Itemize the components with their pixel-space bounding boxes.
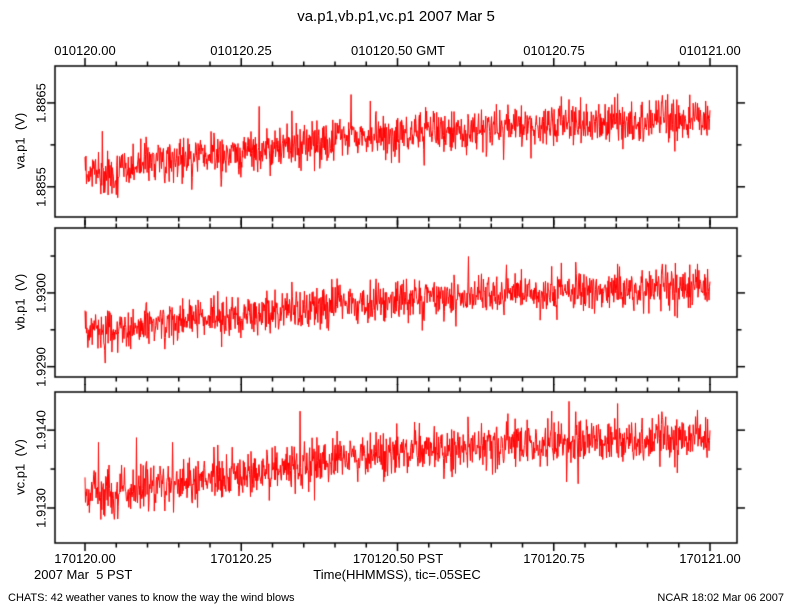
x-axis-title: Time(HHMMSS), tic=.05SEC bbox=[313, 567, 481, 582]
y-tick-label: 1.8855 bbox=[33, 167, 49, 207]
bottom-axis-tick-label: 170120.50 PST bbox=[352, 551, 444, 566]
y-tick-label: 1.9300 bbox=[33, 273, 49, 313]
top-axis-tick-label: 010120.25 bbox=[210, 43, 272, 58]
footer-timestamp-label: NCAR 18:02 Mar 06 2007 bbox=[657, 592, 784, 604]
top-axis-tick-label: 010120.00 bbox=[54, 43, 116, 58]
y-axis-label-vb-p1: vb.p1 (V) bbox=[12, 273, 28, 331]
top-axis-tick-label: 010120.75 bbox=[523, 43, 585, 58]
y-axis-label-vc-p1: vc.p1 (V) bbox=[12, 439, 28, 495]
bottom-axis-tick-label: 170120.00 bbox=[54, 551, 116, 566]
y-tick-label: 1.9290 bbox=[33, 347, 49, 387]
footer-project-label: CHATS: 42 weather vanes to know the way … bbox=[8, 592, 295, 604]
top-axis-tick-label: 010120.50 GMT bbox=[351, 43, 445, 58]
y-axis-label-va-p1: va.p1 (V) bbox=[12, 112, 28, 170]
bottom-axis-tick-label: 170120.25 bbox=[210, 551, 272, 566]
y-tick-label: 1.8865 bbox=[33, 83, 49, 123]
top-axis-tick-label: 010121.00 bbox=[679, 43, 741, 58]
date-pst-label: 2007 Mar 5 PST bbox=[34, 567, 133, 582]
y-tick-label: 1.9140 bbox=[33, 410, 49, 450]
bottom-axis-tick-label: 170121.00 bbox=[679, 551, 741, 566]
chart-title: va.p1,vb.p1,vc.p1 2007 Mar 5 bbox=[297, 8, 495, 25]
y-tick-label: 1.9130 bbox=[33, 488, 49, 528]
bottom-axis-tick-label: 170120.75 bbox=[523, 551, 585, 566]
